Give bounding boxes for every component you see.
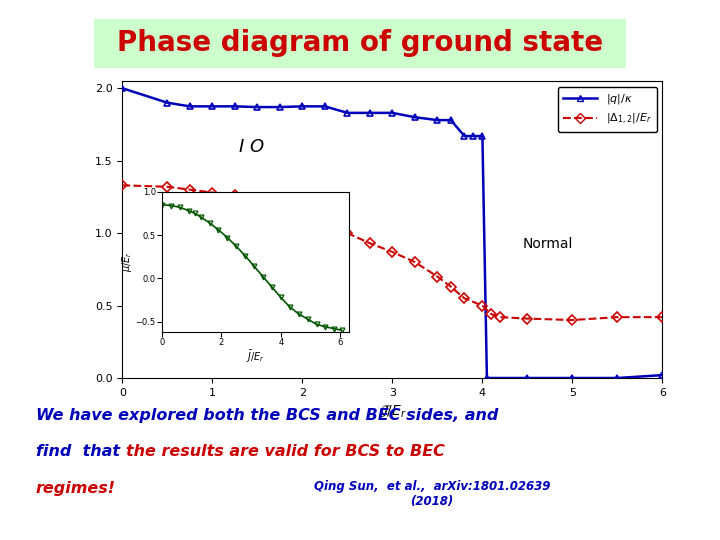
- $|\Delta_{1,2}|/E_r$: [496, 314, 505, 320]
- $|q|/\kappa$: [482, 375, 491, 381]
- $|q|/\kappa$: [343, 110, 351, 116]
- Text: Phase diagram of ground state: Phase diagram of ground state: [117, 29, 603, 57]
- Text: regimes!: regimes!: [36, 481, 116, 496]
- $|q|/\kappa$: [253, 104, 262, 110]
- Line: $|\Delta_{1,2}|/E_r$: $|\Delta_{1,2}|/E_r$: [119, 182, 666, 323]
- Text: We have explored both the BCS and BEC sides, and: We have explored both the BCS and BEC si…: [36, 408, 498, 423]
- $|\Delta_{1,2}|/E_r$: [118, 182, 127, 188]
- $|\Delta_{1,2}|/E_r$: [388, 249, 397, 255]
- $|q|/\kappa$: [568, 375, 577, 381]
- Text: Qing Sun,  et al.,  arXiv:1801.02639
(2018): Qing Sun, et al., arXiv:1801.02639 (2018…: [314, 480, 550, 508]
- Text: I O: I O: [239, 138, 264, 156]
- $|\Delta_{1,2}|/E_r$: [433, 273, 442, 280]
- $|q|/\kappa$: [460, 133, 469, 139]
- Text: Normal: Normal: [523, 237, 573, 251]
- $|q|/\kappa$: [298, 103, 307, 110]
- Text: find  that: find that: [36, 444, 125, 460]
- $|q|/\kappa$: [410, 114, 419, 120]
- $|\Delta_{1,2}|/E_r$: [163, 184, 172, 190]
- $|q|/\kappa$: [163, 99, 172, 106]
- $|\Delta_{1,2}|/E_r$: [568, 317, 577, 323]
- $|\Delta_{1,2}|/E_r$: [523, 315, 531, 322]
- $|q|/\kappa$: [230, 103, 239, 110]
- $|q|/\kappa$: [276, 104, 284, 110]
- X-axis label: $\mathcal{J}/E_r$: $\mathcal{J}/E_r$: [378, 403, 407, 420]
- Legend: $|q|/\kappa$, $|\Delta_{1,2}|/E_r$: $|q|/\kappa$, $|\Delta_{1,2}|/E_r$: [558, 86, 657, 132]
- Text: the results are valid for BCS to BEC: the results are valid for BCS to BEC: [126, 444, 445, 460]
- $|\Delta_{1,2}|/E_r$: [276, 205, 284, 212]
- $|\Delta_{1,2}|/E_r$: [298, 211, 307, 218]
- $|\Delta_{1,2}|/E_r$: [208, 190, 217, 196]
- X-axis label: $\bar{J}/E_r$: $\bar{J}/E_r$: [246, 349, 265, 365]
- $|q|/\kappa$: [118, 85, 127, 91]
- $|q|/\kappa$: [658, 372, 667, 379]
- $|q|/\kappa$: [320, 103, 329, 110]
- $|q|/\kappa$: [388, 110, 397, 116]
- $|q|/\kappa$: [446, 117, 455, 123]
- $|\Delta_{1,2}|/E_r$: [366, 240, 374, 246]
- $|\Delta_{1,2}|/E_r$: [410, 259, 419, 265]
- $|\Delta_{1,2}|/E_r$: [230, 192, 239, 199]
- $|\Delta_{1,2}|/E_r$: [446, 284, 455, 290]
- Y-axis label: $\mu/E_r$: $\mu/E_r$: [120, 252, 134, 272]
- $|q|/\kappa$: [433, 117, 442, 123]
- $|\Delta_{1,2}|/E_r$: [478, 302, 487, 309]
- $|\Delta_{1,2}|/E_r$: [613, 314, 622, 320]
- $|q|/\kappa$: [208, 103, 217, 110]
- Line: $|q|/\kappa$: $|q|/\kappa$: [119, 85, 666, 381]
- $|q|/\kappa$: [523, 375, 531, 381]
- $|q|/\kappa$: [613, 375, 622, 381]
- $|\Delta_{1,2}|/E_r$: [343, 230, 351, 237]
- $|\Delta_{1,2}|/E_r$: [460, 295, 469, 301]
- $|\Delta_{1,2}|/E_r$: [186, 186, 194, 193]
- $|\Delta_{1,2}|/E_r$: [320, 218, 329, 225]
- $|q|/\kappa$: [469, 133, 478, 139]
- $|\Delta_{1,2}|/E_r$: [253, 198, 262, 205]
- $|q|/\kappa$: [186, 103, 194, 110]
- $|q|/\kappa$: [366, 110, 374, 116]
- $|\Delta_{1,2}|/E_r$: [487, 311, 495, 318]
- $|\Delta_{1,2}|/E_r$: [658, 314, 667, 320]
- $|q|/\kappa$: [478, 133, 487, 139]
